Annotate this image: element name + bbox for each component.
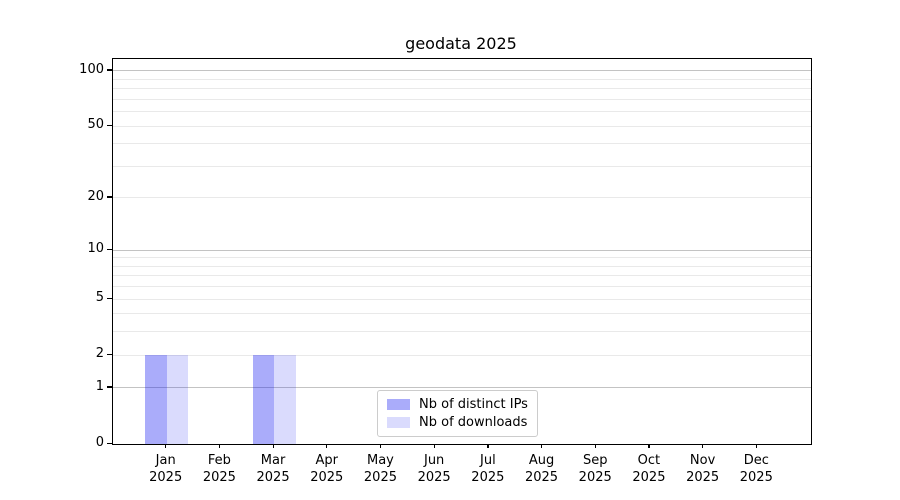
legend-label-distinct-ips: Nb of distinct IPs (419, 397, 528, 412)
gridline-minor (113, 78, 811, 80)
x-tick-mark (379, 444, 382, 448)
bar-distinct-ips-jan (145, 355, 167, 444)
y-tick-mark (107, 353, 112, 355)
y-tick-label: 0 (95, 435, 104, 450)
chart-title: geodata 2025 (405, 34, 517, 53)
y-tick-mark (107, 124, 112, 126)
gridline-minor (113, 331, 811, 333)
gridline-major (113, 70, 811, 72)
x-tick-mark (541, 444, 543, 448)
gridline-minor (113, 265, 811, 267)
gridline-minor (113, 111, 811, 113)
y-tick-label: 5 (95, 290, 104, 306)
x-tick-mark (755, 444, 757, 448)
x-tick-label-apr: Apr 2025 (310, 453, 344, 485)
y-tick-label: 1 (95, 378, 104, 394)
x-tick-label-mar: Mar 2025 (256, 453, 290, 485)
x-tick-mark (218, 444, 221, 448)
gridline-minor (113, 286, 811, 288)
legend-item-downloads: Nb of downloads (387, 415, 528, 430)
y-tick-mark (107, 297, 112, 299)
gridline-minor (113, 298, 811, 300)
x-tick-label-dec: Dec 2025 (739, 453, 773, 485)
y-tick-label: 20 (87, 188, 104, 204)
legend: Nb of distinct IPs Nb of downloads (377, 390, 538, 437)
gridline-minor (113, 165, 811, 167)
gridline-major (113, 387, 811, 389)
x-tick-label-aug: Aug 2025 (524, 453, 559, 485)
y-tick-mark (107, 442, 112, 444)
legend-item-distinct-ips: Nb of distinct IPs (387, 397, 528, 412)
gridline-minor (113, 88, 811, 90)
x-tick-label-sep: Sep 2025 (578, 453, 612, 485)
y-tick-mark (107, 386, 112, 388)
x-tick-mark (594, 444, 596, 448)
y-tick-label: 100 (79, 61, 104, 77)
x-tick-mark (272, 444, 274, 448)
gridline-minor (113, 125, 811, 127)
x-tick-label-jun: Jun 2025 (417, 453, 451, 485)
bar-distinct-ips-mar (252, 355, 275, 444)
y-tick-label: 10 (87, 241, 104, 257)
gridline-minor (113, 197, 811, 199)
bar-downloads-mar (274, 355, 296, 444)
legend-swatch-downloads-icon (387, 417, 410, 428)
y-tick-mark (107, 69, 112, 71)
gridline-major (113, 249, 811, 251)
y-tick-mark (107, 248, 112, 250)
x-tick-mark (648, 444, 650, 448)
gridline-minor (113, 275, 811, 277)
gridline-minor (113, 257, 811, 259)
x-tick-label-may: May 2025 (363, 453, 397, 485)
x-tick-label-feb: Feb 2025 (202, 453, 236, 485)
x-tick-mark (433, 444, 435, 448)
x-tick-mark (702, 444, 704, 448)
x-tick-label-jul: Jul 2025 (471, 453, 505, 485)
gridline-minor (113, 354, 811, 356)
bar-downloads-jan (166, 355, 189, 444)
plot-area (112, 58, 812, 445)
legend-label-downloads: Nb of downloads (419, 415, 528, 430)
gridline-minor (113, 313, 811, 315)
x-tick-mark (165, 444, 167, 448)
y-tick-mark (107, 196, 112, 198)
x-tick-mark (487, 444, 489, 448)
y-tick-label: 50 (87, 117, 104, 133)
gridline-minor (113, 98, 811, 100)
legend-swatch-distinct-ips-icon (387, 399, 410, 410)
y-tick-label: 2 (95, 346, 104, 362)
gridline-minor (113, 143, 811, 145)
x-tick-label-nov: Nov 2025 (686, 453, 720, 485)
x-tick-mark (326, 444, 328, 448)
x-tick-label-jan: Jan 2025 (149, 453, 183, 485)
x-tick-label-oct: Oct 2025 (632, 453, 666, 485)
